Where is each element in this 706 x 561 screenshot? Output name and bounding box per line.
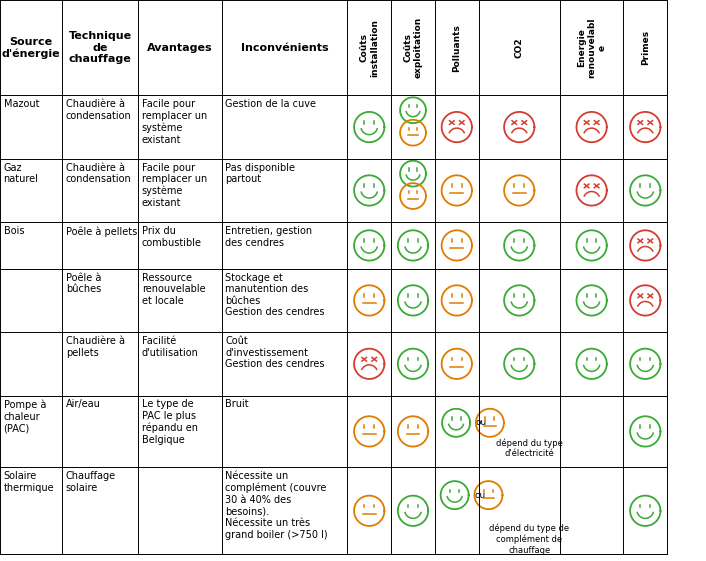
Text: Le type de
PAC le plus
répandu en
Belgique: Le type de PAC le plus répandu en Belgiq…	[142, 399, 198, 445]
Text: Chaudière à
condensation: Chaudière à condensation	[66, 163, 131, 185]
Text: Polluants: Polluants	[453, 24, 461, 72]
Text: Facile pour
remplacer un
système
existant: Facile pour remplacer un système existan…	[142, 163, 207, 208]
Text: Primes: Primes	[641, 30, 650, 65]
Text: Energie
renouvelabl
e: Energie renouvelabl e	[577, 17, 606, 78]
Text: Source
d'énergie: Source d'énergie	[1, 36, 61, 59]
Text: Gaz
naturel: Gaz naturel	[4, 163, 38, 185]
Text: Solaire
thermique: Solaire thermique	[4, 471, 54, 493]
Text: dépend du type de
complément de
chauffage: dépend du type de complément de chauffag…	[489, 524, 569, 555]
Text: dépend du type
d'électricité: dépend du type d'électricité	[496, 439, 563, 458]
Text: Technique
de
chauffage: Technique de chauffage	[68, 31, 132, 65]
Text: Chaudière à
pellets: Chaudière à pellets	[66, 336, 125, 358]
Text: Avantages: Avantages	[148, 43, 213, 53]
Text: Poêle à
bûches: Poêle à bûches	[66, 273, 101, 295]
Text: Ressource
renouvelable
et locale: Ressource renouvelable et locale	[142, 273, 205, 306]
Text: Nécessite un
complément (couvre
30 à 40% des
besoins).
Nécessite un très
grand b: Nécessite un complément (couvre 30 à 40%…	[225, 471, 328, 540]
Text: Prix du
combustible: Prix du combustible	[142, 226, 202, 248]
Text: Chaudière à
condensation: Chaudière à condensation	[66, 99, 131, 121]
Text: Entretien, gestion
des cendres: Entretien, gestion des cendres	[225, 226, 312, 248]
Text: Facilité
d'utilisation: Facilité d'utilisation	[142, 336, 199, 358]
Text: Inconvénients: Inconvénients	[241, 43, 328, 53]
Text: Bruit: Bruit	[225, 399, 249, 410]
Text: Coûts
installation: Coûts installation	[359, 19, 379, 77]
Text: Pas disponible
partout: Pas disponible partout	[225, 163, 295, 185]
Text: Coût
d'investissement
Gestion des cendres: Coût d'investissement Gestion des cendre…	[225, 336, 325, 369]
Text: Chauffage
solaire: Chauffage solaire	[66, 471, 116, 493]
Text: Poêle à pellets: Poêle à pellets	[66, 226, 137, 237]
Text: Facile pour
remplacer un
système
existant: Facile pour remplacer un système existan…	[142, 99, 207, 145]
Text: Stockage et
manutention des
bûches
Gestion des cendres: Stockage et manutention des bûches Gesti…	[225, 273, 325, 318]
Text: Pompe à
chaleur
(PAC): Pompe à chaleur (PAC)	[4, 399, 46, 433]
Text: Air/eau: Air/eau	[66, 399, 100, 410]
Text: ou: ou	[474, 491, 486, 500]
Text: CO2: CO2	[515, 38, 524, 58]
Text: Coûts
exploitation: Coûts exploitation	[403, 17, 423, 79]
Text: Gestion de la cuve: Gestion de la cuve	[225, 99, 316, 109]
Text: ou: ou	[476, 419, 487, 427]
Text: Bois: Bois	[4, 226, 24, 236]
Text: Mazout: Mazout	[4, 99, 39, 109]
